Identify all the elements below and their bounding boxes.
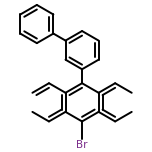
Text: Br: Br — [76, 140, 88, 150]
